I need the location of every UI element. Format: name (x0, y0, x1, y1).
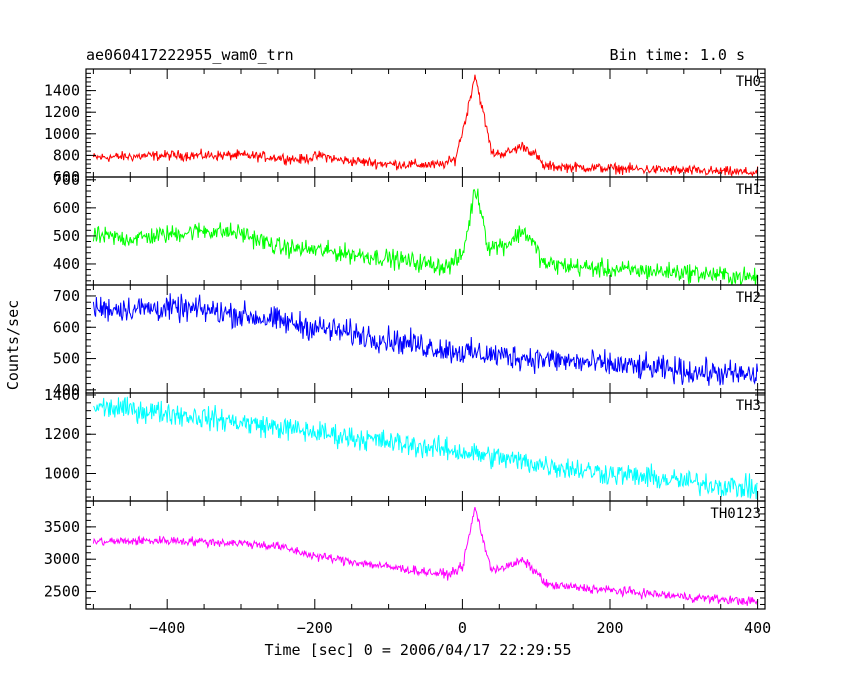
x-axis: −400 −200 0 200 400 (149, 619, 771, 637)
y-tick-label: 500 (53, 350, 80, 368)
y-tick-label: 1000 (44, 125, 80, 143)
y-tick-label: 1400 (44, 82, 80, 100)
y-tick-label: 1200 (44, 103, 80, 121)
y-tick-label: 1000 (44, 465, 80, 483)
y-tick-label: 600 (53, 199, 80, 217)
observation-title: ae060417222955_wam0_trn (86, 46, 294, 64)
panel-th0: TH0 600 800 1000 1200 1400 (44, 68, 766, 186)
x-axis-label: Time [sec] 0 = 2006/04/17 22:29:55 (264, 641, 571, 659)
y-tick-label: 400 (53, 255, 80, 273)
panel-label: TH0123 (710, 506, 761, 522)
panel-th3: TH3 1000 1200 1400 (44, 386, 766, 502)
panel-label: TH2 (736, 290, 761, 306)
series-th0 (92, 74, 759, 177)
y-tick-label: 1400 (44, 386, 80, 404)
y-tick-label: 700 (53, 171, 80, 189)
x-tick-label: 400 (744, 619, 771, 637)
panels: TH0600800100012001400TH1400500600700TH24… (44, 68, 766, 610)
panel-label: TH1 (736, 182, 761, 198)
y-tick-label: 800 (53, 146, 80, 164)
x-tick-label: −200 (297, 619, 333, 637)
x-tick-label: −400 (149, 619, 185, 637)
panel-frame (85, 68, 766, 178)
panel-frame (85, 284, 766, 394)
panel-th0123: TH0123 2500 3000 3500 (44, 500, 766, 610)
y-tick-label: 700 (53, 287, 80, 305)
series-th3 (93, 396, 758, 500)
y-tick-label: 600 (53, 318, 80, 336)
panel-label: TH3 (736, 398, 761, 414)
y-tick-label: 600 (53, 168, 80, 186)
series-th2 (92, 293, 759, 386)
y-tick-label: 3500 (44, 518, 80, 536)
y-tick-label: 500 (53, 227, 80, 245)
panel-label: TH0 (736, 74, 761, 90)
series-th1 (92, 188, 759, 285)
panel-frame (85, 176, 766, 286)
y-tick-label: 1200 (44, 425, 80, 443)
y-axis-label: Counts/sec (4, 300, 22, 390)
x-tick-label: 0 (458, 619, 467, 637)
y-tick-label: 400 (53, 381, 80, 399)
bin-time-label: Bin time: 1.0 s (610, 46, 745, 64)
y-tick-label: 3000 (44, 550, 80, 568)
panel-th2: TH2 400 500 600 700 (53, 284, 766, 399)
y-tick-label: 2500 (44, 583, 80, 601)
x-tick-label: 200 (596, 619, 623, 637)
series-th0123 (92, 506, 758, 606)
